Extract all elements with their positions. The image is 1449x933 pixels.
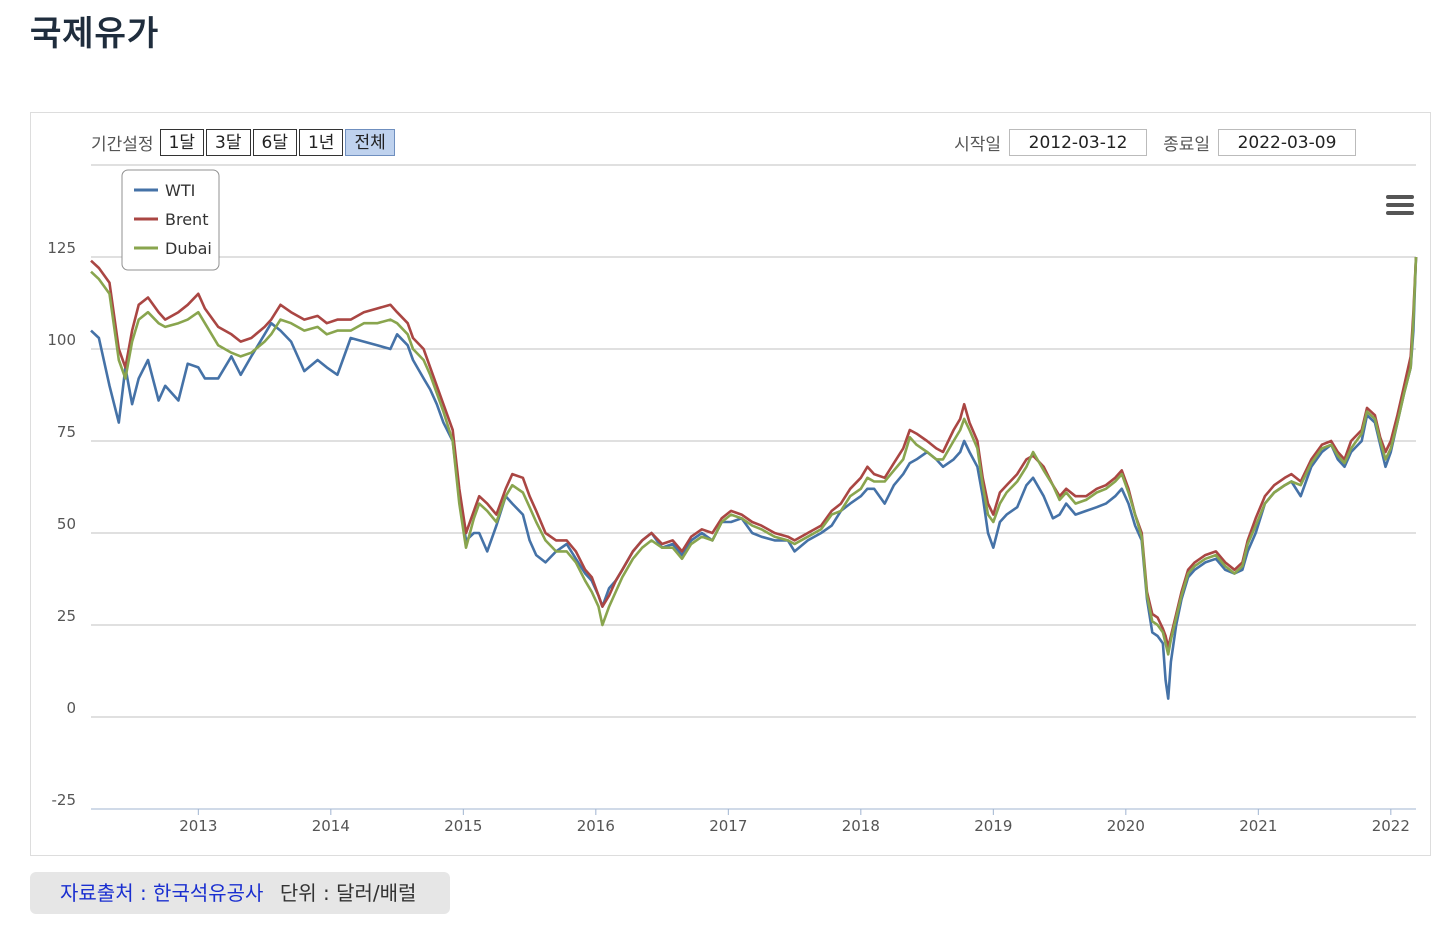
date-range: 시작일 2012-03-12 종료일 2022-03-09 [954,128,1356,157]
period-selector: 기간설정 1달 3달 6달 1년 전체 [91,128,397,157]
range-button-6month[interactable]: 6달 [252,129,297,156]
x-tick-label: 2014 [312,817,350,835]
series-line-brent [90,256,1418,649]
end-date-input[interactable]: 2022-03-09 [1218,129,1356,156]
period-label: 기간설정 [91,135,154,155]
chart-container: 기간설정 1달 3달 6달 1년 전체 시작일 2012-03-12 종료일 2… [30,112,1431,856]
x-tick-label: 2016 [577,817,615,835]
y-tick-label: 75 [57,423,76,441]
hamburger-menu-icon[interactable] [1386,195,1414,217]
series-line-dubai [90,256,1418,656]
source-note: 자료출처 : 한국석유공사 단위 : 달러/배럴 [30,872,450,914]
start-date-label: 시작일 [954,135,1002,155]
source-link[interactable]: 자료출처 : 한국석유공사 [60,881,264,905]
range-button-3month[interactable]: 3달 [206,129,251,156]
end-date-label: 종료일 [1163,135,1210,155]
x-tick-label: 2020 [1107,817,1145,835]
x-tick-label: 2015 [444,817,482,835]
unit-text: 단위 : 달러/배럴 [279,881,417,905]
legend-item-label[interactable]: WTI [165,181,195,200]
x-tick-label: 2018 [842,817,880,835]
x-tick-label: 2017 [709,817,747,835]
line-chart: -25 0 25 50 75 100 125 2013 2014 2015 2016 2017 2018… [47,164,1418,835]
y-tick-label: -25 [52,791,77,809]
legend: WTI Brent Dubai [121,169,220,271]
range-button-1month[interactable]: 1달 [159,129,205,156]
range-button-1year[interactable]: 1년 [298,129,344,156]
series-line-wti [90,256,1418,700]
legend-item-label[interactable]: Brent [165,210,208,229]
y-tick-label: 50 [57,515,76,533]
y-tick-label: 125 [47,239,76,257]
x-tick-label: 2013 [179,817,217,835]
x-tick-label: 2019 [974,817,1012,835]
legend-box [121,169,220,271]
range-button-all[interactable]: 전체 [345,129,395,156]
x-tick-label: 2022 [1372,817,1410,835]
y-tick-label: 100 [47,331,76,349]
legend-item-label[interactable]: Dubai [165,239,212,258]
x-tick-label: 2021 [1239,817,1277,835]
y-tick-label: 0 [66,699,76,717]
start-date-input[interactable]: 2012-03-12 [1009,129,1148,156]
page-title: 국제유가 [30,14,160,54]
y-tick-label: 25 [57,607,76,625]
